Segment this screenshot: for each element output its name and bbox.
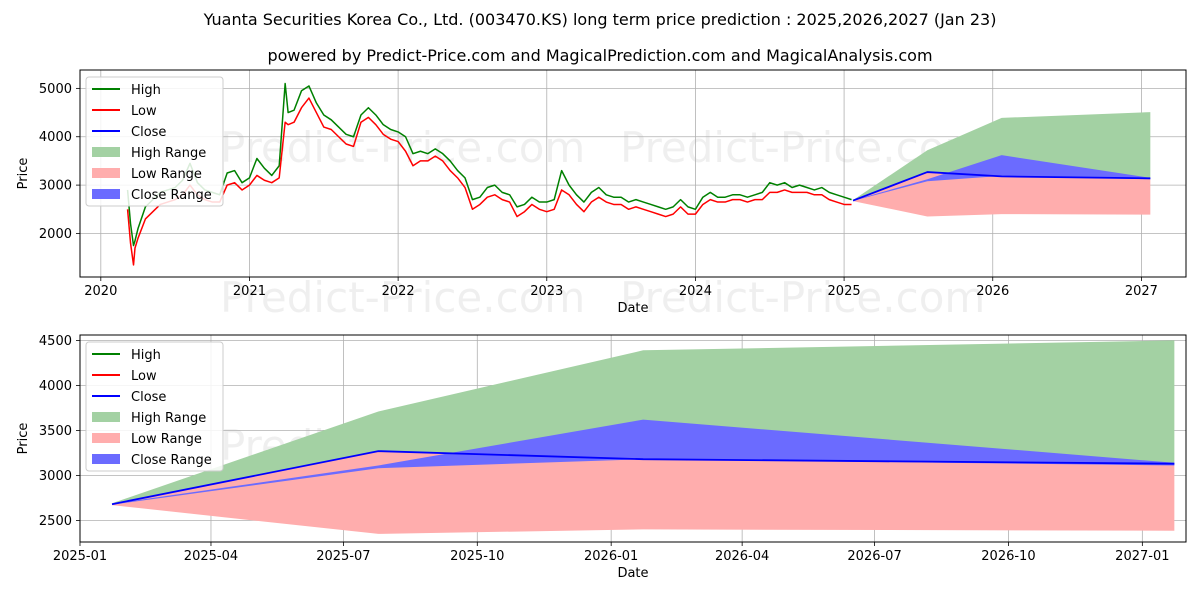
chart-subtitle: powered by Predict-Price.com and Magical… [267, 46, 933, 65]
x-tick-label: 2026-10 [981, 549, 1035, 564]
x-tick-label: 2022 [382, 284, 415, 299]
panel-2: Predict-Price.comPredict-Price.com2025-0… [16, 334, 1187, 581]
legend-box [85, 341, 224, 472]
low-series-line [126, 97, 852, 266]
close-series-line [111, 450, 1175, 506]
x-tick-label: 2025-07 [316, 549, 370, 564]
watermark: Predict-Price.com [620, 273, 985, 322]
legend-swatch [92, 168, 120, 178]
x-tick-label: 2023 [530, 284, 563, 299]
x-tick-label: 2027-01 [1115, 549, 1169, 564]
legend-swatch [92, 433, 120, 443]
x-tick-label: 2020 [84, 284, 117, 299]
x-tick-label: 2025 [828, 284, 861, 299]
legend-label: Close [131, 125, 166, 140]
legend-label: Low [131, 104, 157, 119]
chart-title: Yuanta Securities Korea Co., Ltd. (00347… [203, 10, 997, 29]
legend-label: Low Range [131, 167, 202, 182]
x-tick-label: 2025-01 [53, 549, 107, 564]
x-axis-label: Date [617, 566, 648, 581]
legend-label: Close Range [131, 188, 212, 203]
plot-frame [79, 334, 1187, 543]
y-tick-label: 3000 [39, 469, 72, 484]
y-tick-label: 5000 [39, 82, 72, 97]
low-range-band [853, 172, 1151, 217]
legend-swatch [92, 147, 120, 157]
legend-label: Low [131, 369, 157, 384]
x-tick-label: 2026-01 [584, 549, 638, 564]
x-tick-label: 2025-04 [184, 549, 238, 564]
legend-label: High Range [131, 411, 206, 426]
y-tick-label: 3000 [39, 179, 72, 194]
x-tick-label: 2026 [976, 284, 1009, 299]
x-tick-label: 2024 [679, 284, 712, 299]
plot-frame [79, 69, 1187, 278]
x-tick-label: 2026-04 [715, 549, 769, 564]
x-axis-label: Date [617, 301, 648, 316]
legend-label: High [131, 83, 161, 98]
legend-label: High Range [131, 146, 206, 161]
legend-swatch [92, 454, 120, 464]
legend-label: High [131, 348, 161, 363]
low-range-band [112, 451, 1175, 534]
legend-swatch [92, 412, 120, 422]
y-axis-label: Price [16, 158, 31, 190]
x-tick-label: 2026-07 [847, 549, 901, 564]
y-tick-label: 3500 [39, 424, 72, 439]
legend-swatch [92, 189, 120, 199]
x-tick-label: 2025-10 [450, 549, 504, 564]
y-tick-label: 2000 [39, 227, 72, 242]
watermark: Predict-Price.com [220, 273, 585, 322]
y-tick-label: 2500 [39, 514, 72, 529]
x-tick-label: 2027 [1125, 284, 1158, 299]
legend-label: Low Range [131, 432, 202, 447]
close-range-band [853, 155, 1151, 201]
high-series-line [126, 82, 852, 247]
x-tick-label: 2021 [233, 284, 266, 299]
y-tick-label: 4500 [39, 334, 72, 349]
close-series-line [852, 171, 1151, 202]
panel-1: Predict-Price.com Predict-Price.comPredic… [16, 69, 1187, 322]
legend-label: Close Range [131, 453, 212, 468]
y-tick-label: 4000 [39, 379, 72, 394]
y-tick-label: 4000 [39, 130, 72, 145]
y-axis-label: Price [16, 423, 31, 455]
legend-label: Close [131, 390, 166, 405]
legend-box [85, 76, 224, 207]
